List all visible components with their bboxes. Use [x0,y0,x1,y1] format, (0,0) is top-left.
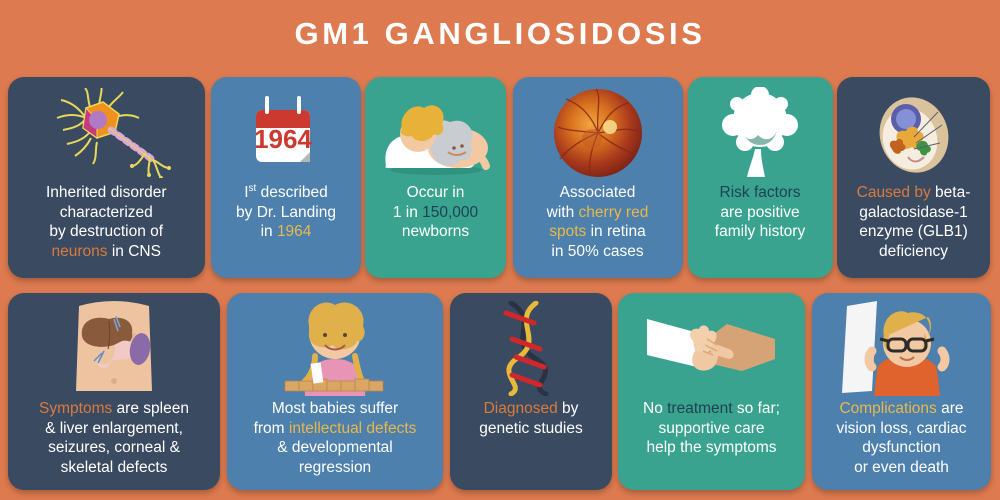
svg-text:1964: 1964 [254,124,312,154]
